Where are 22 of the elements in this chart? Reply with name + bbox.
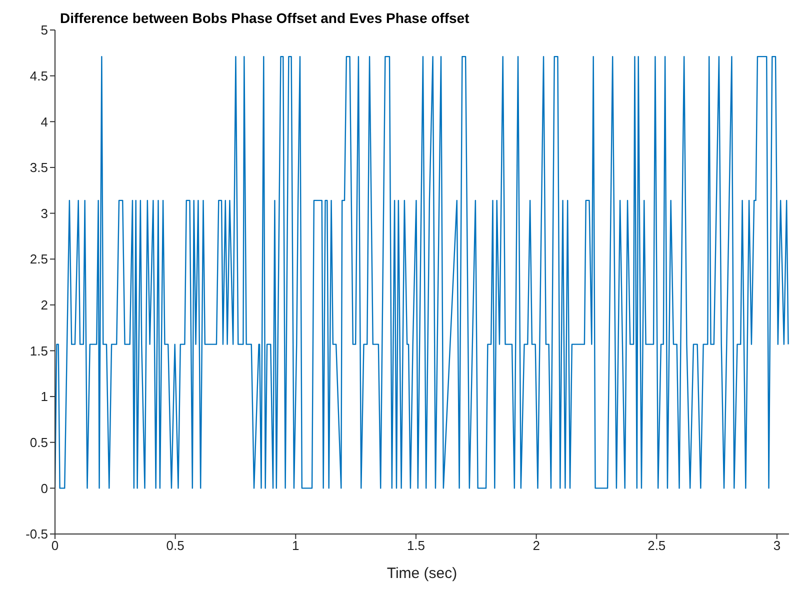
y-tick-label: -0.5 xyxy=(26,526,48,542)
line-series xyxy=(55,56,789,489)
y-tick-label: 1.5 xyxy=(30,343,48,358)
chart-title: Difference between Bobs Phase Offset and Eves Phase offset xyxy=(60,10,470,26)
x-tick-label: 0.5 xyxy=(166,538,184,554)
x-tick-label: 2 xyxy=(532,538,540,554)
y-tick-label: 0 xyxy=(40,480,48,496)
x-tick-label: 2.5 xyxy=(648,538,666,554)
y-tick-label: 2.5 xyxy=(30,252,48,267)
x-tick-label: 1 xyxy=(292,538,300,554)
x-tick-label: 0 xyxy=(51,538,59,554)
x-tick-label: 3 xyxy=(773,538,781,554)
y-tick-label: 1 xyxy=(40,389,48,404)
y-tick-label: 4 xyxy=(40,114,48,130)
y-tick-label: 3 xyxy=(40,206,48,221)
x-axis-title: Time (sec) xyxy=(386,565,458,582)
x-tick-label: 1.5 xyxy=(406,538,426,554)
y-tick-label: 4.5 xyxy=(30,68,48,84)
y-tick-label: 2 xyxy=(40,298,48,313)
y-tick-label: 0.5 xyxy=(30,434,48,450)
y-tick-label: 5 xyxy=(40,22,48,38)
y-tick-label: 3.5 xyxy=(30,160,48,176)
